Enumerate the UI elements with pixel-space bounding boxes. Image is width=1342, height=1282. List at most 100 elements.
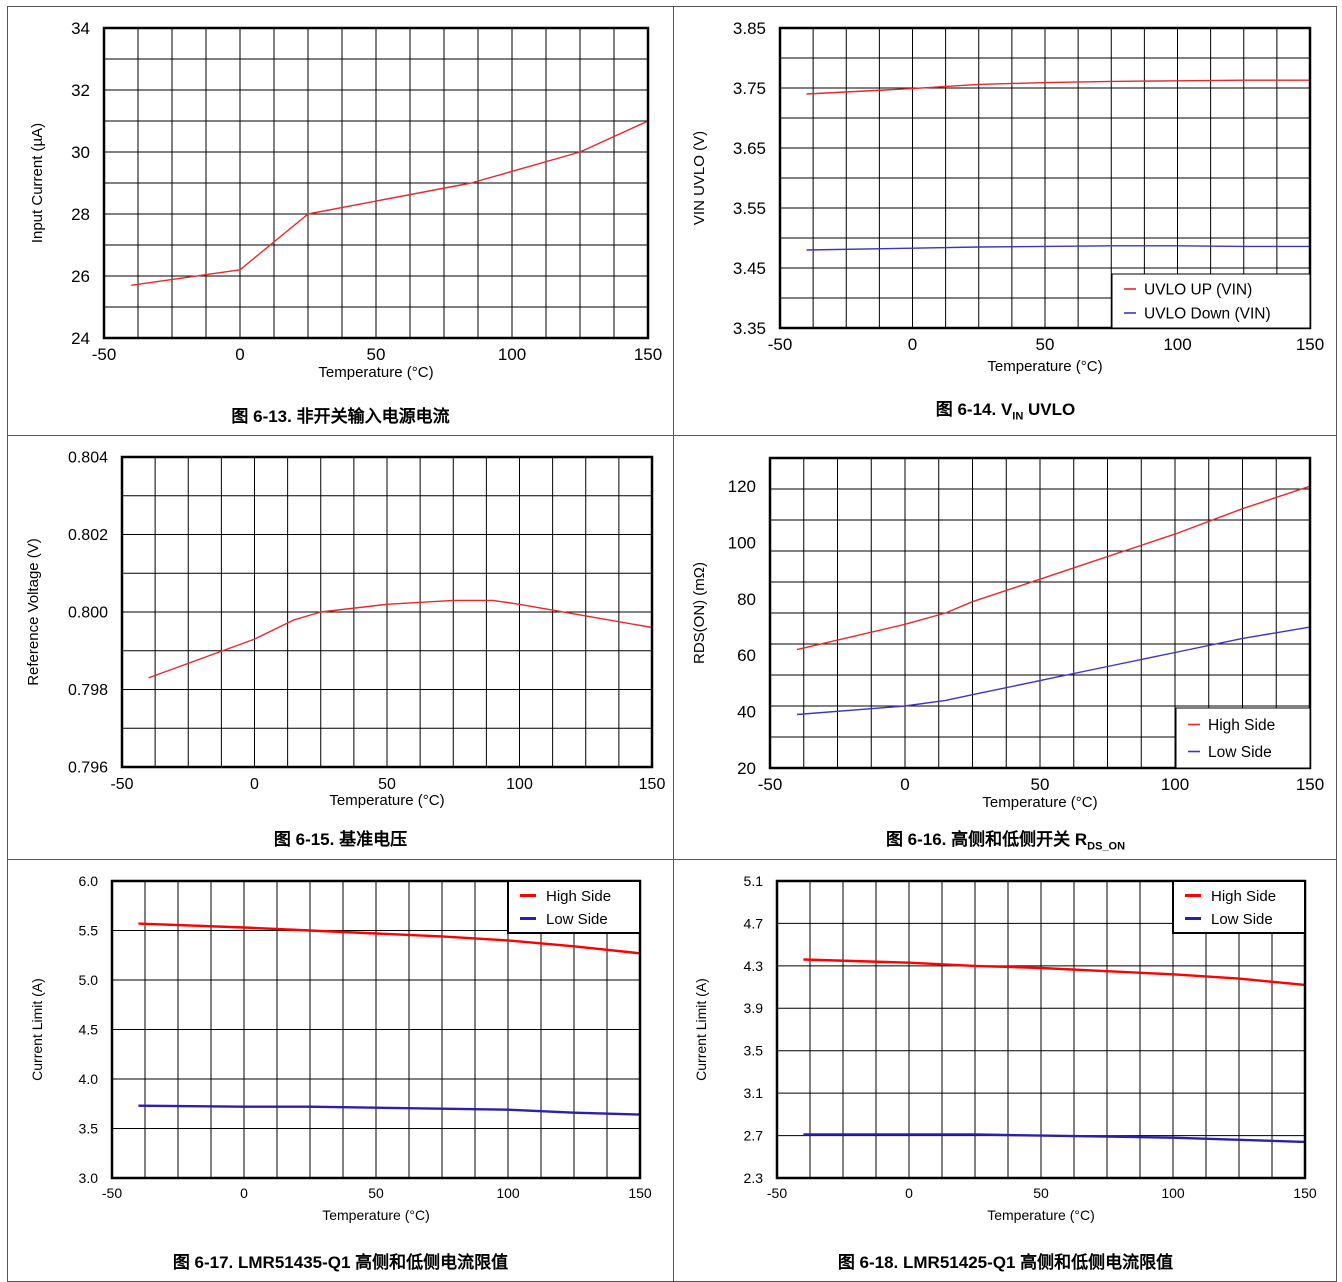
series-line bbox=[803, 1133, 1306, 1144]
legend-label: High Side bbox=[1211, 888, 1276, 905]
legend: High Side Low Side bbox=[1175, 707, 1311, 769]
y-tick-label: 28 bbox=[71, 205, 90, 224]
x-tick-label: 150 bbox=[1296, 775, 1324, 794]
legend-box bbox=[1111, 273, 1311, 329]
figure-caption: 图 6-13. 非开关输入电源电流 bbox=[231, 407, 450, 426]
y-tick-label: 0.798 bbox=[68, 682, 108, 699]
y-tick-label: 3.35 bbox=[733, 319, 766, 338]
y-axis-label: Reference Voltage (V) bbox=[25, 538, 42, 686]
y-tick-label: 0.796 bbox=[68, 760, 108, 777]
figure-caption: 图 6-14. VIN UVLO bbox=[935, 400, 1076, 423]
x-tick-label: 100 bbox=[506, 776, 533, 793]
y-tick-label: 3.5 bbox=[79, 1120, 99, 1136]
series-line bbox=[138, 922, 641, 955]
y-axis-label: VIN UVLO (V) bbox=[691, 131, 708, 225]
legend-label: Low Side bbox=[1211, 911, 1273, 928]
chart-current-limit-51435: -50 0 50 100 150 3.0 3.5 4.0 4.5 5.0 5.5 6.0 Tempera… bbox=[29, 873, 652, 1223]
chart-panel-vin-uvlo: -50 0 50 100 150 3.35 3.45 3.55 3.65 3.75 3.85 Temp… bbox=[674, 7, 1337, 435]
y-axis-label: Input Current (µA) bbox=[29, 123, 46, 243]
x-tick-label: 100 bbox=[496, 1185, 520, 1201]
plot-area: -50 0 50 100 150 24 26 28 30 32 34 Temperature (°C)… bbox=[29, 19, 662, 381]
y-tick-label: 4.5 bbox=[79, 1021, 99, 1037]
y-tick-label: 2.3 bbox=[744, 1170, 764, 1186]
plot-area: -50 0 50 100 150 3.35 3.45 3.55 3.65 3.75 3.85 Temp… bbox=[691, 19, 1324, 375]
row-divider-1 bbox=[7, 435, 1337, 436]
chart-reference-voltage: -50 0 50 100 150 0.796 0.798 0.800 0.802 0.804 Tem… bbox=[25, 450, 665, 809]
series-line bbox=[131, 120, 649, 286]
legend-box bbox=[507, 880, 641, 934]
y-tick-label: 34 bbox=[71, 19, 90, 38]
chart-panel-reference-voltage: -50 0 50 100 150 0.796 0.798 0.800 0.802 0.804 Tem… bbox=[8, 436, 673, 859]
y-tick-label: 5.0 bbox=[79, 972, 99, 988]
y-tick-label: 0.802 bbox=[68, 527, 108, 544]
y-tick-label: 3.65 bbox=[733, 139, 766, 158]
plot-frame bbox=[110, 879, 642, 1180]
legend-label: Low Side bbox=[546, 911, 608, 928]
y-axis-label: Current Limit (A) bbox=[29, 978, 45, 1081]
chart-panel-current-limit-51435: -50 0 50 100 150 3.0 3.5 4.0 4.5 5.0 5.5 6.0 Tempera… bbox=[8, 860, 673, 1282]
x-tick-label: 50 bbox=[368, 1185, 384, 1201]
y-tick-label: 0.804 bbox=[68, 450, 108, 467]
y-tick-label: 4.3 bbox=[744, 958, 764, 974]
figure-caption: 图 6-17. LMR51435-Q1 高侧和低侧电流限值 bbox=[172, 1253, 509, 1272]
y-tick-label: 3.75 bbox=[733, 79, 766, 98]
y-tick-label: 3.45 bbox=[733, 259, 766, 278]
legend-box bbox=[1172, 880, 1306, 934]
chart-panel-current-limit-51425: -50 0 50 100 150 2.3 2.7 3.1 3.5 3.9 4.3 4.7 5.1 Temp… bbox=[674, 860, 1337, 1282]
x-tick-label: 150 bbox=[639, 776, 666, 793]
plot-area: -50 0 50 100 150 0.796 0.798 0.800 0.802 0.804 Tem… bbox=[25, 450, 665, 809]
y-tick-label: 20 bbox=[737, 759, 756, 778]
x-axis-label: Temperature (°C) bbox=[322, 1207, 430, 1223]
y-tick-label: 0.800 bbox=[68, 605, 108, 622]
x-tick-label: 150 bbox=[1293, 1185, 1317, 1201]
series-line bbox=[803, 958, 1306, 987]
y-tick-label: 5.1 bbox=[744, 873, 764, 889]
y-tick-label: 2.7 bbox=[744, 1127, 764, 1143]
legend-label: Low Side bbox=[1208, 744, 1272, 761]
y-tick-label: 24 bbox=[71, 329, 90, 348]
x-tick-label: -50 bbox=[768, 335, 793, 354]
plot-area: -50 0 50 100 150 2.3 2.7 3.1 3.5 3.9 4.3 4.7 5.1 Temp… bbox=[693, 873, 1317, 1223]
plot-frame bbox=[120, 455, 654, 769]
legend: UVLO UP (VIN) UVLO Down (VIN) bbox=[1111, 273, 1311, 329]
legend-label: High Side bbox=[546, 888, 611, 905]
figure-caption: 图 6-18. LMR51425-Q1 高侧和低侧电流限值 bbox=[837, 1253, 1174, 1272]
series-line bbox=[796, 626, 1311, 716]
y-tick-label: 32 bbox=[71, 81, 90, 100]
x-tick-label: 0 bbox=[900, 775, 909, 794]
chart-input-current: -50 0 50 100 150 24 26 28 30 32 34 Temperature (°C)… bbox=[29, 19, 662, 381]
chart-panel-input-current: -50 0 50 100 150 24 26 28 30 32 34 Temperature (°C)… bbox=[8, 7, 673, 435]
chart-vin-uvlo: -50 0 50 100 150 3.35 3.45 3.55 3.65 3.75 3.85 Temp… bbox=[691, 19, 1324, 375]
series-line bbox=[148, 599, 653, 679]
series-line bbox=[796, 485, 1311, 651]
x-tick-label: 50 bbox=[1036, 335, 1055, 354]
plot-area: -50 0 50 100 150 20 40 60 80 100 120 Temperature (°… bbox=[691, 456, 1324, 811]
x-tick-label: -50 bbox=[767, 1185, 787, 1201]
chart-current-limit-51425: -50 0 50 100 150 2.3 2.7 3.1 3.5 3.9 4.3 4.7 5.1 Temp… bbox=[693, 873, 1317, 1223]
x-tick-label: 50 bbox=[1031, 775, 1050, 794]
y-tick-label: 5.5 bbox=[79, 922, 99, 938]
vertical-divider bbox=[673, 6, 674, 1282]
x-tick-label: 0 bbox=[235, 345, 244, 364]
x-tick-label: 50 bbox=[1033, 1185, 1049, 1201]
legend-label: UVLO UP (VIN) bbox=[1144, 281, 1252, 298]
x-axis-label: Temperature (°C) bbox=[982, 794, 1097, 811]
x-tick-label: 100 bbox=[1161, 1185, 1185, 1201]
y-tick-label: 6.0 bbox=[79, 873, 99, 889]
y-tick-label: 60 bbox=[737, 646, 756, 665]
y-tick-label: 3.85 bbox=[733, 19, 766, 38]
x-axis-label: Temperature (°C) bbox=[318, 364, 433, 381]
x-tick-label: 100 bbox=[498, 345, 526, 364]
y-tick-label: 3.5 bbox=[744, 1043, 764, 1059]
plot-frame bbox=[778, 26, 1312, 330]
plot-frame bbox=[102, 26, 650, 340]
plot-area: -50 0 50 100 150 3.0 3.5 4.0 4.5 5.0 5.5 6.0 Tempera… bbox=[29, 873, 652, 1223]
y-tick-label: 120 bbox=[728, 477, 756, 496]
x-axis-label: Temperature (°C) bbox=[329, 792, 444, 809]
x-tick-label: 100 bbox=[1163, 335, 1191, 354]
series-line bbox=[138, 1104, 641, 1116]
x-tick-label: 0 bbox=[240, 1185, 248, 1201]
y-tick-label: 30 bbox=[71, 143, 90, 162]
x-tick-label: 0 bbox=[908, 335, 917, 354]
x-tick-label: 50 bbox=[378, 776, 396, 793]
